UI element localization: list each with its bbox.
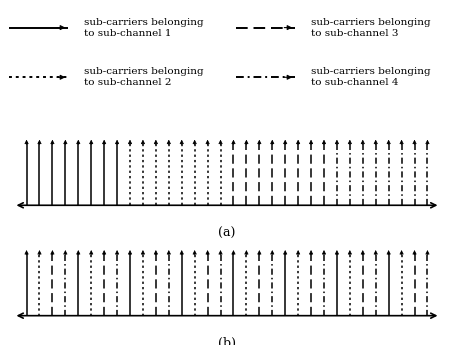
Text: (a): (a) <box>218 227 236 240</box>
Text: (b): (b) <box>218 337 236 345</box>
Text: sub-carriers belonging
to sub-channel 2: sub-carriers belonging to sub-channel 2 <box>84 67 203 87</box>
Text: sub-carriers belonging
to sub-channel 4: sub-carriers belonging to sub-channel 4 <box>311 67 430 87</box>
Text: sub-carriers belonging
to sub-channel 3: sub-carriers belonging to sub-channel 3 <box>311 18 430 38</box>
Text: sub-carriers belonging
to sub-channel 1: sub-carriers belonging to sub-channel 1 <box>84 18 203 38</box>
